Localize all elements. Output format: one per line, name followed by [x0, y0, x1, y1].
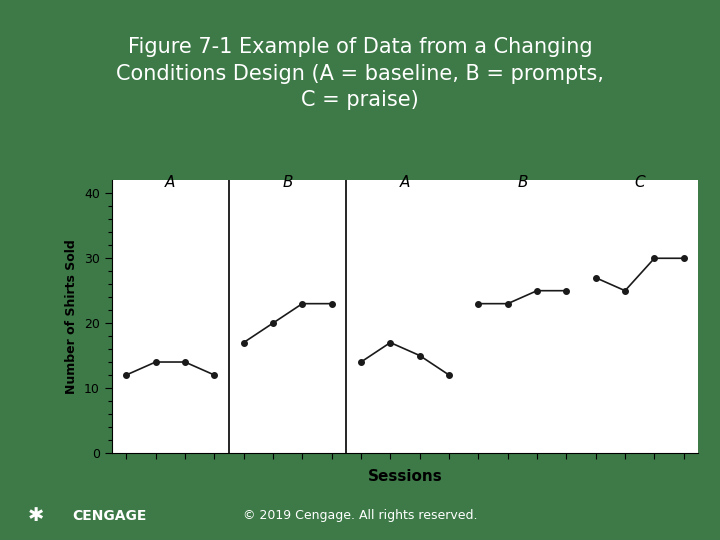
Text: A: A — [400, 175, 410, 190]
Text: B: B — [282, 175, 293, 190]
Text: © 2019 Cengage. All rights reserved.: © 2019 Cengage. All rights reserved. — [243, 509, 477, 522]
X-axis label: Sessions: Sessions — [368, 469, 442, 484]
Text: A: A — [165, 175, 176, 190]
Text: Figure 7-1 Example of Data from a Changing
Conditions Design (A = baseline, B = : Figure 7-1 Example of Data from a Changi… — [116, 37, 604, 110]
Y-axis label: Number of Shirts Sold: Number of Shirts Sold — [66, 239, 78, 394]
Text: C: C — [634, 175, 645, 190]
Text: CENGAGE: CENGAGE — [72, 509, 146, 523]
Text: B: B — [517, 175, 528, 190]
Text: ✱: ✱ — [28, 506, 44, 525]
